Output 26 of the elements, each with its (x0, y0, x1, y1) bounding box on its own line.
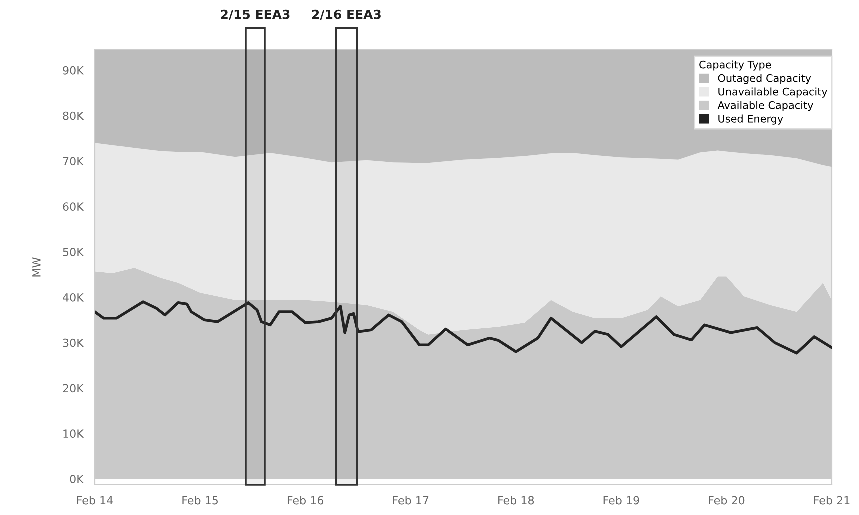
legend-label: Outaged Capacity (718, 74, 812, 84)
legend-title: Capacity Type (700, 60, 772, 71)
band-label: 2/15 EEA3 (221, 10, 290, 20)
x-tick-label: Feb 14 (77, 496, 114, 505)
band-label: 2/16 EEA3 (312, 10, 381, 20)
y-tick-label: 0K (70, 475, 84, 484)
y-tick-label: 70K (63, 157, 84, 166)
x-tick-label: Feb 16 (288, 496, 324, 505)
y-tick-label: 90K (63, 66, 84, 75)
x-tick-label: Feb 19 (604, 496, 640, 505)
legend-label: Available Capacity (718, 101, 814, 112)
y-tick-label: 10K (64, 430, 84, 438)
y-tick-label: 30K (63, 338, 84, 348)
y-tick-label: 50K (63, 248, 84, 256)
y-tick-label: 20K (63, 384, 84, 393)
y-axis-title: MW (32, 258, 41, 277)
y-tick-label: 80K (63, 112, 84, 120)
legend-label: Unavailable Capacity (718, 88, 828, 98)
x-tick-label: Feb 17 (393, 496, 429, 505)
y-tick-label: 60K (63, 202, 84, 212)
x-tick-label: Feb 21 (814, 496, 850, 505)
legend-label: Used Energy (718, 114, 784, 125)
x-tick-label: Feb 18 (498, 496, 534, 505)
y-tick-label: 40K (63, 293, 84, 302)
x-tick-label: Feb 20 (709, 496, 745, 505)
x-tick-label: Feb 15 (182, 496, 218, 505)
